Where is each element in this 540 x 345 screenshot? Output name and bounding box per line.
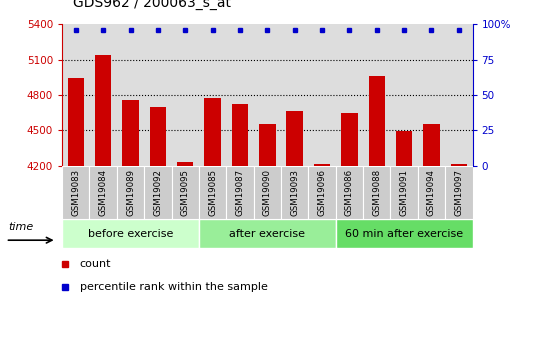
Bar: [363, 166, 390, 219]
Bar: [117, 166, 144, 219]
Bar: [122, 100, 139, 166]
Bar: [368, 76, 385, 166]
Text: GSM19090: GSM19090: [263, 169, 272, 216]
Text: GDS962 / 200063_s_at: GDS962 / 200063_s_at: [73, 0, 231, 10]
Text: GSM19085: GSM19085: [208, 169, 217, 216]
Bar: [62, 166, 90, 219]
Bar: [259, 124, 275, 166]
Text: GSM19097: GSM19097: [454, 169, 463, 216]
Text: GSM19091: GSM19091: [400, 169, 409, 216]
Bar: [445, 166, 472, 219]
Bar: [172, 166, 199, 219]
Bar: [199, 166, 226, 219]
Bar: [423, 124, 440, 166]
Bar: [177, 162, 193, 166]
Text: before exercise: before exercise: [88, 229, 173, 239]
Text: GSM19095: GSM19095: [181, 169, 190, 216]
Text: GSM19093: GSM19093: [290, 169, 299, 216]
Bar: [90, 166, 117, 219]
Bar: [341, 112, 357, 166]
Bar: [418, 166, 445, 219]
Text: GSM19087: GSM19087: [235, 169, 245, 216]
Bar: [150, 107, 166, 166]
Bar: [308, 166, 336, 219]
Bar: [199, 219, 336, 248]
Text: GSM19088: GSM19088: [372, 169, 381, 216]
Text: percentile rank within the sample: percentile rank within the sample: [79, 282, 267, 292]
Bar: [62, 219, 199, 248]
Bar: [336, 166, 363, 219]
Text: after exercise: after exercise: [230, 229, 305, 239]
Bar: [450, 164, 467, 166]
Text: GSM19084: GSM19084: [99, 169, 107, 216]
Bar: [396, 131, 413, 166]
Bar: [144, 166, 172, 219]
Bar: [68, 78, 84, 166]
Text: GSM19096: GSM19096: [318, 169, 327, 216]
Bar: [336, 219, 472, 248]
Text: GSM19083: GSM19083: [71, 169, 80, 216]
Text: GSM19092: GSM19092: [153, 169, 163, 216]
Bar: [314, 165, 330, 166]
Text: GSM19089: GSM19089: [126, 169, 135, 216]
Text: GSM19094: GSM19094: [427, 169, 436, 216]
Bar: [226, 166, 254, 219]
Bar: [232, 104, 248, 166]
Text: time: time: [9, 222, 33, 232]
Bar: [281, 166, 308, 219]
Bar: [286, 111, 303, 166]
Bar: [204, 98, 221, 166]
Bar: [254, 166, 281, 219]
Text: count: count: [79, 259, 111, 269]
Bar: [95, 55, 111, 166]
Bar: [390, 166, 418, 219]
Text: GSM19086: GSM19086: [345, 169, 354, 216]
Text: 60 min after exercise: 60 min after exercise: [345, 229, 463, 239]
